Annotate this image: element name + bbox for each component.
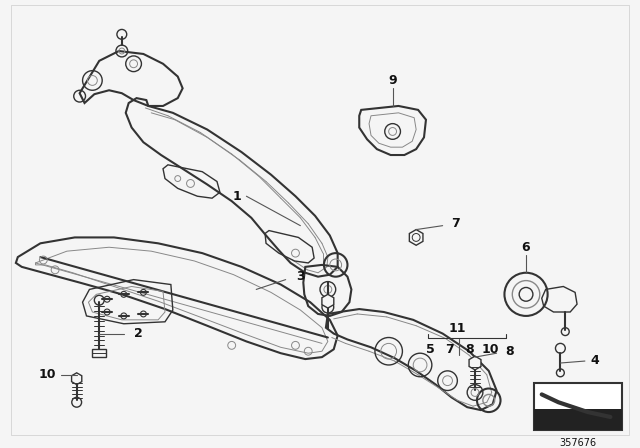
Polygon shape: [92, 349, 106, 357]
Polygon shape: [72, 373, 82, 384]
Text: 7: 7: [445, 343, 454, 356]
Text: 4: 4: [590, 353, 599, 366]
Polygon shape: [469, 356, 481, 370]
Text: 9: 9: [388, 74, 397, 87]
Polygon shape: [322, 294, 334, 308]
FancyBboxPatch shape: [534, 383, 622, 430]
Text: 8: 8: [505, 345, 514, 358]
FancyBboxPatch shape: [534, 409, 622, 430]
Text: 11: 11: [449, 322, 466, 335]
Text: 6: 6: [522, 241, 531, 254]
Text: 10: 10: [38, 368, 56, 381]
Polygon shape: [410, 229, 423, 245]
Text: 10: 10: [482, 343, 499, 356]
Text: 8: 8: [465, 343, 474, 356]
Text: 2: 2: [134, 327, 143, 340]
Text: 357676: 357676: [559, 438, 596, 448]
Text: 3: 3: [296, 270, 305, 283]
Text: 5: 5: [426, 343, 435, 356]
Text: 7: 7: [451, 217, 460, 230]
Text: 1: 1: [232, 190, 241, 203]
